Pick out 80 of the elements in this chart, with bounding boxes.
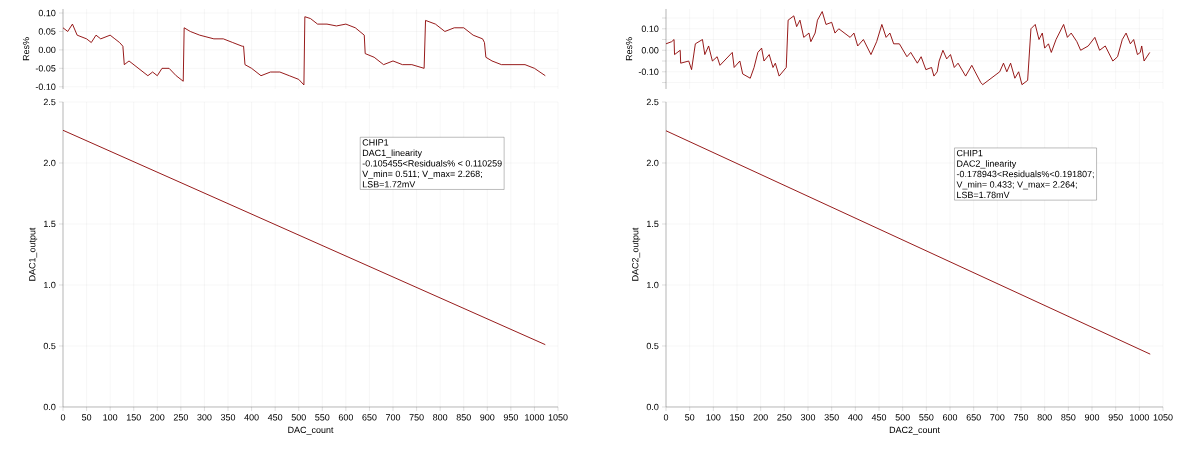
x-tick-label: 650 [966,414,981,421]
annotation: V_min= 0.511; V_max= 2.268; [362,170,482,179]
x-tick-label: 650 [362,414,377,421]
y-tick-label: -0.05 [35,65,56,72]
annotation: DAC2_linearity [957,160,1017,169]
y-tick-label: 1.5 [647,220,659,228]
y-tick-label: -0.10 [638,68,659,75]
x-tick-label: 0 [663,414,669,421]
x-axis-title: DAC_count [288,426,334,435]
y-tick-label: 1.5 [44,220,56,228]
x-tick-label: 550 [315,414,330,421]
y-tick-label: -0.10 [35,83,56,90]
x-tick-label: 550 [919,414,934,421]
x-tick-label: 400 [848,414,863,421]
x-tick-label: 700 [990,414,1005,421]
annotation: CHIP1 [362,139,389,146]
x-tick-label: 1000 [1130,414,1149,421]
annotation: CHIP1 [956,149,983,157]
x-tick-label: 350 [824,414,839,421]
x-tick-label: 300 [197,414,212,421]
x-tick-label: 1050 [548,414,568,421]
y-axis-title: Res% [625,37,633,61]
y-tick-label: 2.5 [646,98,659,106]
annotation: DAC1_linearity [362,149,422,158]
y-tick-label: 0.00 [641,47,659,54]
x-tick-label: 1050 [1153,414,1173,421]
y-axis-title: DAC2_output [632,227,641,281]
x-tick-label: 500 [291,414,306,421]
x-tick-label: 700 [385,414,401,421]
x-tick-label: 250 [173,414,188,421]
x-tick-label: 450 [871,414,887,421]
x-tick-label: 600 [338,414,353,421]
x-tick-label: 850 [456,414,471,421]
y-tick-label: 2.0 [43,159,56,167]
y-tick-label: 0.10 [641,25,659,32]
annotation: LSB=1.72mV [362,181,416,188]
x-tick-label: 500 [895,414,910,421]
x-tick-label: 800 [1037,414,1052,421]
x-tick-label: 800 [433,414,448,421]
x-tick-label: 400 [244,414,259,421]
annotation: -0.178943<Residuals%<0.191807; [956,170,1094,179]
x-tick-label: 750 [1013,414,1029,421]
y-tick-label: 0.0 [43,403,56,411]
x-tick-label: 150 [126,414,141,421]
y-axis-title: Res% [22,37,30,61]
x-tick-label: 200 [753,414,768,421]
annotation: V_min= 0.433; V_max= 2.264; [956,181,1077,190]
x-tick-label: 600 [942,414,958,421]
y-tick-label: 1.0 [44,281,56,289]
y-axis-title: DAC1_output [29,227,38,281]
x-tick-label: 900 [1084,414,1100,421]
x-tick-label: 950 [1108,414,1123,421]
x-tick-label: 350 [220,414,236,421]
x-tick-label: 50 [81,414,92,421]
y-tick-label: 0.0 [646,403,659,411]
x-tick-label: 200 [150,414,165,421]
x-tick-label: 900 [480,414,495,421]
x-tick-label: 0 [60,414,66,421]
x-tick-label: 300 [800,414,816,421]
y-tick-label: 0.10 [38,9,56,17]
x-tick-label: 150 [730,414,745,421]
x-axis-title: DAC2_count [889,426,940,435]
annotation: -0.105455<Residuals% < 0.110259 [362,159,502,167]
x-tick-label: 100 [706,414,721,421]
y-tick-label: 0.00 [38,46,56,54]
x-tick-label: 750 [409,414,424,421]
x-tick-label: 50 [685,414,695,421]
x-tick-label: 1000 [525,414,545,421]
x-tick-label: 100 [103,414,118,421]
x-tick-label: 450 [267,414,283,421]
y-tick-label: 2.5 [43,98,56,106]
x-tick-label: 250 [777,414,792,421]
x-tick-label: 950 [503,414,518,421]
y-tick-label: 2.0 [646,159,659,167]
y-tick-label: 0.5 [43,342,56,350]
x-tick-label: 850 [1061,414,1076,421]
y-tick-label: 0.5 [646,342,659,350]
y-tick-label: 1.0 [647,281,659,289]
y-tick-label: 0.05 [38,28,56,35]
annotation: LSB=1.78mV [957,191,1010,199]
